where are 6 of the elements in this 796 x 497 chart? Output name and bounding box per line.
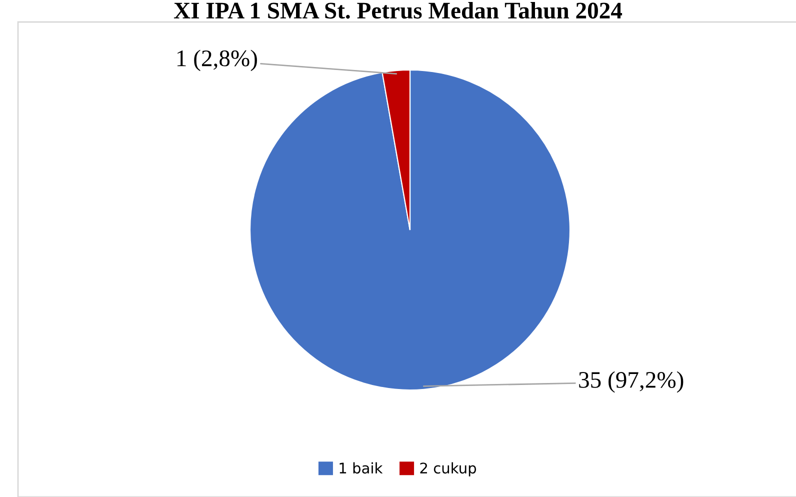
legend-label: 2 cukup (420, 462, 476, 476)
data-label: 35 (97,2%) (579, 371, 684, 393)
legend-label: 1 baik (340, 462, 383, 474)
chart-title: XI IPA 1 SMA St. Petrus Medan Tahun 2024 (174, 2, 622, 19)
pie-slice (249, 69, 571, 391)
data-label: 1 (2,8%) (177, 50, 257, 72)
